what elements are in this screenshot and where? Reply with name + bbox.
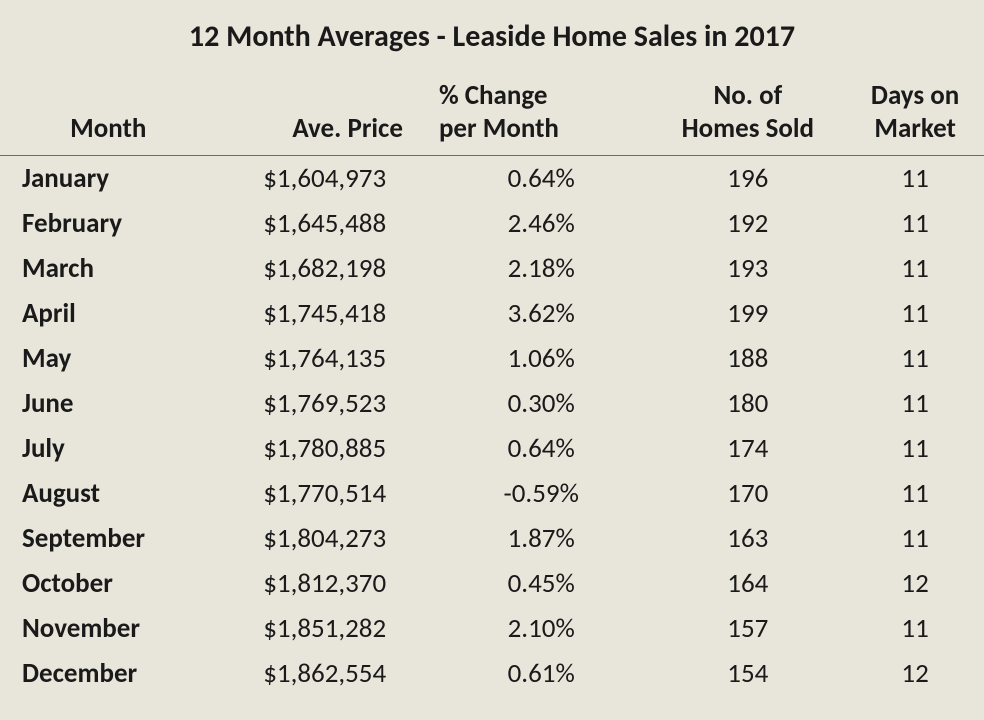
cell-days: 11	[846, 471, 984, 516]
cell-change: 0.64%	[433, 426, 649, 471]
table-row: February$1,645,4882.46%19211	[0, 201, 984, 246]
cell-change: 2.10%	[433, 606, 649, 651]
cell-days: 11	[846, 336, 984, 381]
table-row: September$1,804,2731.87%16311	[0, 516, 984, 561]
header-price: Ave. Price	[216, 73, 432, 156]
header-change-line2: per Month	[439, 112, 559, 145]
cell-change: -0.59%	[433, 471, 649, 516]
cell-change: 0.61%	[433, 651, 649, 696]
cell-price: $1,770,514	[216, 471, 432, 516]
cell-price: $1,769,523	[216, 381, 432, 426]
cell-days: 12	[846, 651, 984, 696]
cell-month: January	[0, 156, 216, 202]
cell-change: 1.06%	[433, 336, 649, 381]
table-row: July$1,780,8850.64%17411	[0, 426, 984, 471]
table-row: April$1,745,4183.62%19911	[0, 291, 984, 336]
table-row: March$1,682,1982.18%19311	[0, 246, 984, 291]
table-header-row: Month Ave. Price % Change per Month No. …	[0, 73, 984, 156]
cell-month: October	[0, 561, 216, 606]
cell-month: February	[0, 201, 216, 246]
cell-price: $1,812,370	[216, 561, 432, 606]
cell-month: June	[0, 381, 216, 426]
cell-month: March	[0, 246, 216, 291]
header-change-line1: % Change	[439, 79, 548, 112]
header-days-line2: Market	[874, 112, 956, 145]
cell-homes: 180	[649, 381, 846, 426]
table-title-row: 12 Month Averages - Leaside Home Sales i…	[0, 0, 984, 73]
cell-change: 2.46%	[433, 201, 649, 246]
cell-days: 11	[846, 516, 984, 561]
cell-price: $1,804,273	[216, 516, 432, 561]
table-row: October$1,812,3700.45%16412	[0, 561, 984, 606]
cell-homes: 192	[649, 201, 846, 246]
cell-month: July	[0, 426, 216, 471]
cell-change: 0.64%	[433, 156, 649, 202]
cell-change: 2.18%	[433, 246, 649, 291]
cell-days: 11	[846, 201, 984, 246]
cell-days: 11	[846, 156, 984, 202]
header-days: Days on Market	[846, 73, 984, 156]
cell-price: $1,780,885	[216, 426, 432, 471]
cell-homes: 164	[649, 561, 846, 606]
cell-price: $1,862,554	[216, 651, 432, 696]
cell-homes: 170	[649, 471, 846, 516]
sales-table-container: 12 Month Averages - Leaside Home Sales i…	[0, 0, 984, 720]
header-homes-line2: Homes Sold	[682, 112, 814, 145]
cell-days: 11	[846, 246, 984, 291]
cell-month: April	[0, 291, 216, 336]
cell-change: 0.30%	[433, 381, 649, 426]
cell-change: 0.45%	[433, 561, 649, 606]
cell-price: $1,745,418	[216, 291, 432, 336]
cell-homes: 163	[649, 516, 846, 561]
table-body: January$1,604,9730.64%19611February$1,64…	[0, 156, 984, 697]
header-days-line1: Days on	[871, 79, 959, 112]
cell-homes: 188	[649, 336, 846, 381]
cell-month: May	[0, 336, 216, 381]
cell-homes: 199	[649, 291, 846, 336]
table-title: 12 Month Averages - Leaside Home Sales i…	[0, 0, 984, 73]
cell-price: $1,764,135	[216, 336, 432, 381]
cell-change: 1.87%	[433, 516, 649, 561]
cell-homes: 174	[649, 426, 846, 471]
cell-days: 11	[846, 381, 984, 426]
cell-days: 12	[846, 561, 984, 606]
table-row: November$1,851,2822.10%15711	[0, 606, 984, 651]
cell-change: 3.62%	[433, 291, 649, 336]
header-change: % Change per Month	[433, 73, 649, 156]
table-row: June$1,769,5230.30%18011	[0, 381, 984, 426]
cell-month: August	[0, 471, 216, 516]
cell-days: 11	[846, 606, 984, 651]
cell-month: September	[0, 516, 216, 561]
sales-table: 12 Month Averages - Leaside Home Sales i…	[0, 0, 984, 696]
cell-homes: 193	[649, 246, 846, 291]
header-homes: No. of Homes Sold	[649, 73, 846, 156]
cell-homes: 157	[649, 606, 846, 651]
table-row: August$1,770,514-0.59%17011	[0, 471, 984, 516]
cell-month: November	[0, 606, 216, 651]
header-homes-line1: No. of	[713, 79, 782, 112]
table-row: May$1,764,1351.06%18811	[0, 336, 984, 381]
cell-homes: 154	[649, 651, 846, 696]
header-month: Month	[0, 73, 216, 156]
cell-price: $1,851,282	[216, 606, 432, 651]
cell-price: $1,604,973	[216, 156, 432, 202]
cell-price: $1,682,198	[216, 246, 432, 291]
cell-homes: 196	[649, 156, 846, 202]
cell-days: 11	[846, 291, 984, 336]
cell-price: $1,645,488	[216, 201, 432, 246]
cell-month: December	[0, 651, 216, 696]
table-row: January$1,604,9730.64%19611	[0, 156, 984, 202]
cell-days: 11	[846, 426, 984, 471]
table-row: December$1,862,5540.61%15412	[0, 651, 984, 696]
